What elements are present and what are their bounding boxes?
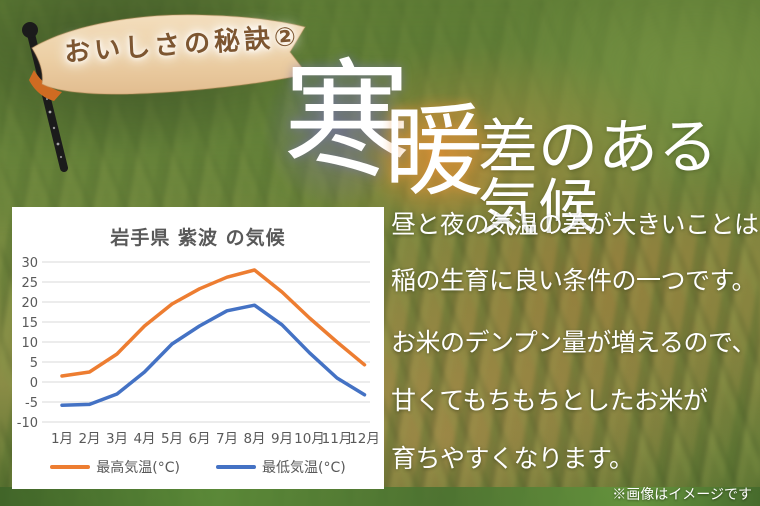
flagpole-knob	[22, 22, 38, 38]
svg-text:-5: -5	[25, 396, 38, 411]
svg-text:9月: 9月	[271, 431, 293, 447]
svg-text:5: 5	[30, 356, 38, 371]
bottom-green-band	[0, 487, 760, 506]
svg-text:2月: 2月	[78, 431, 100, 447]
svg-text:15: 15	[21, 316, 38, 331]
svg-text:7月: 7月	[216, 431, 238, 447]
description-line: 稲の生育に良い条件の一つです。	[391, 266, 757, 295]
legend-label-max: 最高気温(°C)	[96, 460, 180, 476]
description-line: 育ちやすくなります。	[391, 444, 634, 473]
svg-text:3月: 3月	[106, 431, 128, 447]
secret-flag-banner: おいしさの秘訣②	[0, 0, 330, 190]
headline-rest: 差のある気候	[478, 113, 718, 243]
svg-text:1月: 1月	[51, 431, 73, 447]
svg-text:12月: 12月	[349, 431, 380, 447]
description-line: 昼と夜の気温の差が大きいことは	[391, 210, 759, 239]
legend-item-max: 最高気温(°C)	[50, 457, 180, 477]
svg-text:11月: 11月	[322, 431, 353, 447]
description-line: 甘くてもちもちとしたお米が	[391, 386, 708, 415]
headline-char-cold: 寒	[283, 47, 412, 196]
svg-text:0: 0	[30, 376, 38, 391]
description-line: お米のデンプン量が増えるので、	[391, 328, 757, 357]
chart-title: 岩手県 紫波 の気候	[110, 227, 286, 249]
flag-cloth	[32, 14, 307, 95]
svg-text:8月: 8月	[243, 431, 265, 447]
chart-legend: 最高気温(°C) 最低気温(°C)	[12, 457, 384, 477]
legend-dash-max	[50, 465, 91, 469]
legend-dash-min	[216, 465, 256, 469]
image-disclaimer: ※画像はイメージです	[612, 487, 752, 503]
climate-chart-panel: 岩手県 紫波 の気候 30 25 20 15 10 5 0 -5 -10 1月 2月 3月 4月 5月 6月…	[12, 207, 384, 489]
climate-chart-plot: 30 25 20 15 10 5 0 -5 -10 1月 2月 3月 4月 5月 6月 7月 8月 9月 10月11…	[17, 256, 380, 447]
svg-text:25: 25	[21, 276, 38, 291]
flag-icon	[22, 14, 309, 172]
legend-item-min: 最低気温(°C)	[216, 457, 346, 477]
headline-char-warm: 暖	[384, 93, 484, 210]
svg-text:30: 30	[21, 256, 38, 271]
svg-text:10: 10	[21, 336, 38, 351]
svg-text:-10: -10	[17, 416, 38, 431]
svg-text:4月: 4月	[133, 431, 155, 447]
svg-text:6月: 6月	[188, 431, 210, 447]
description-text-block: 昼と夜の気温の差が大きいことは 稲の生育に良い条件の一つです。 お米のデンプン量…	[391, 210, 759, 473]
svg-text:20: 20	[21, 296, 38, 311]
legend-label-min: 最低気温(°C)	[262, 460, 346, 476]
svg-text:5月: 5月	[161, 431, 183, 447]
svg-text:10月: 10月	[294, 431, 325, 447]
